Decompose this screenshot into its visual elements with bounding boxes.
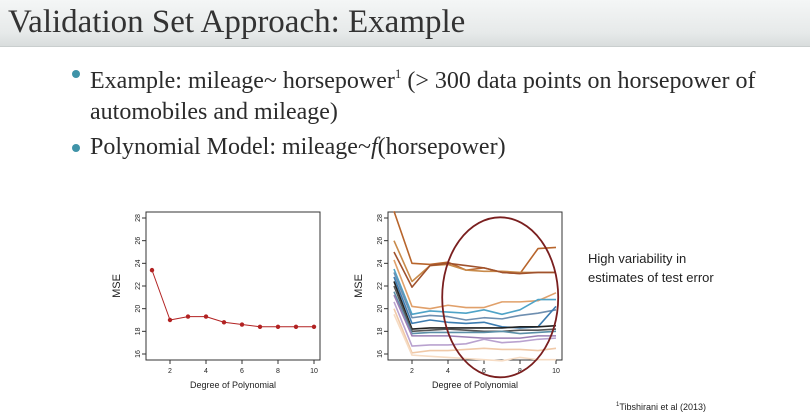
slide-title: Validation Set Approach: Example xyxy=(8,4,466,40)
footnote-marker: 1 xyxy=(394,66,402,81)
data-point xyxy=(167,317,173,323)
y-tick-label: 26 xyxy=(135,237,142,245)
series-line xyxy=(393,272,557,321)
y-tick-label: 28 xyxy=(135,214,142,222)
data-point xyxy=(293,324,299,329)
y-tick-label: 26 xyxy=(377,237,384,245)
y-tick-label: 22 xyxy=(135,282,142,290)
x-tick-label: 10 xyxy=(310,368,318,375)
y-tick-label: 20 xyxy=(377,305,384,313)
variability-note: High variability in estimates of test er… xyxy=(588,251,714,285)
series-line xyxy=(393,301,557,347)
y-tick-label: 18 xyxy=(135,327,142,335)
y-axis-label: MSE xyxy=(111,274,123,298)
data-point xyxy=(221,320,227,325)
x-tick-label: 4 xyxy=(204,368,208,375)
x-tick-label: 8 xyxy=(518,368,522,375)
data-point xyxy=(311,324,317,329)
citation: 1Tibshirani et al (2013) xyxy=(616,402,706,412)
x-tick-label: 6 xyxy=(482,368,486,375)
x-tick-label: 8 xyxy=(276,368,280,375)
series-line xyxy=(393,251,556,288)
y-tick-label: 18 xyxy=(377,327,384,335)
series-line xyxy=(393,285,557,333)
series-line xyxy=(393,314,556,362)
x-tick-label: 10 xyxy=(552,368,560,375)
series-line xyxy=(393,294,556,339)
y-tick-label: 24 xyxy=(135,259,142,267)
y-axis-label: MSE xyxy=(353,274,365,298)
y-tick-label: 24 xyxy=(377,259,384,267)
y-tick-label: 20 xyxy=(135,305,142,313)
data-point xyxy=(239,322,245,327)
series-line xyxy=(151,269,314,328)
citation-marker: 1 xyxy=(616,402,620,408)
data-point xyxy=(257,324,263,329)
function-symbol: f xyxy=(370,134,378,160)
data-point xyxy=(185,314,191,319)
plot-frame xyxy=(145,211,321,361)
y-tick-label: 28 xyxy=(377,214,384,222)
series-line xyxy=(393,308,557,354)
bullet-item-example: Example: mileage~ horsepower1 (> 300 dat… xyxy=(72,58,772,128)
y-tick-label: 16 xyxy=(135,350,142,358)
series-line xyxy=(393,259,557,310)
bullet-example-rest: (> 300 data points on horsepower of auto… xyxy=(90,68,756,125)
bullet-polynomial-prefix: Polynomial Model: mileage~ xyxy=(90,134,371,160)
series-line xyxy=(393,291,557,335)
data-point xyxy=(275,324,281,329)
x-tick-label: 4 xyxy=(446,368,450,375)
x-axis-label: Degree of Polynomial xyxy=(190,380,276,390)
y-tick-label: 22 xyxy=(377,282,384,290)
title-band: Validation Set Approach: Example xyxy=(0,0,810,47)
y-tick-label: 16 xyxy=(377,350,384,358)
bullet-item-polynomial: Polynomial Model: mileage~f(horsepower) xyxy=(72,132,772,163)
series-line xyxy=(393,240,556,283)
series-line xyxy=(393,268,556,316)
x-tick-label: 2 xyxy=(168,368,172,375)
bullet-dot-icon xyxy=(72,70,80,78)
bullet-dot-icon xyxy=(72,144,80,152)
x-tick-label: 6 xyxy=(240,368,244,375)
x-tick-label: 2 xyxy=(410,368,414,375)
series-line xyxy=(393,281,557,330)
bullet-example-text: Example: mileage~ horsepower xyxy=(90,68,395,94)
series-line xyxy=(393,210,557,275)
bullet-list: Example: mileage~ horsepower1 (> 300 dat… xyxy=(72,58,772,167)
highlight-ellipse xyxy=(441,216,560,379)
data-point xyxy=(149,267,155,273)
x-axis-label: Degree of Polynomial xyxy=(432,380,518,390)
citation-text: Tibshirani et al (2013) xyxy=(619,402,707,412)
data-point xyxy=(203,314,209,319)
bullet-polynomial-suffix: (horsepower) xyxy=(377,134,506,160)
